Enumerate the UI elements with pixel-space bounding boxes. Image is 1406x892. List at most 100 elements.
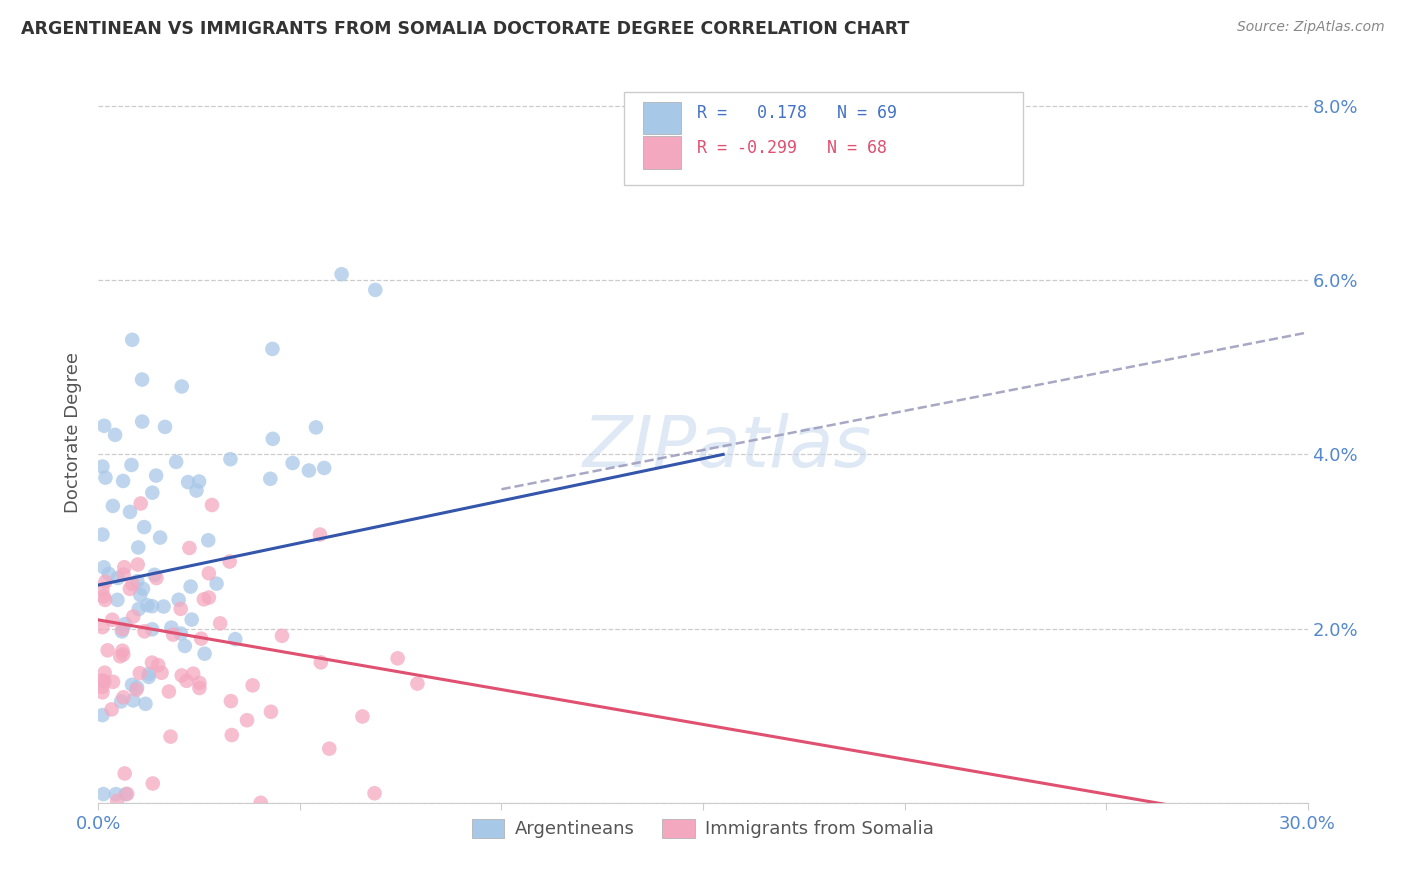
- Point: [170, 626, 193, 640]
- Point: [91, 685, 114, 699]
- Point: [108, 649, 131, 664]
- Point: [262, 342, 284, 356]
- Point: [114, 617, 136, 632]
- Point: [134, 697, 156, 711]
- Point: [179, 541, 201, 555]
- Point: [188, 681, 211, 695]
- Point: [138, 666, 160, 681]
- Point: [110, 694, 132, 708]
- Point: [314, 461, 336, 475]
- Point: [173, 639, 195, 653]
- Point: [167, 592, 190, 607]
- Point: [201, 498, 224, 512]
- Point: [94, 574, 117, 589]
- Point: [180, 580, 202, 594]
- Point: [330, 267, 353, 281]
- Point: [150, 665, 173, 680]
- Point: [129, 496, 152, 510]
- Point: [91, 582, 114, 596]
- Point: [153, 420, 176, 434]
- Point: [105, 794, 128, 808]
- Point: [387, 651, 409, 665]
- Point: [221, 728, 243, 742]
- Point: [112, 648, 135, 662]
- Point: [159, 730, 181, 744]
- Point: [111, 643, 134, 657]
- Point: [125, 682, 148, 697]
- Point: [406, 676, 429, 690]
- Point: [97, 566, 120, 581]
- Point: [94, 470, 117, 484]
- Point: [93, 665, 115, 680]
- Text: Source: ZipAtlas.com: Source: ZipAtlas.com: [1237, 20, 1385, 34]
- Point: [157, 684, 180, 698]
- Point: [122, 693, 145, 707]
- Point: [197, 533, 219, 548]
- Point: [141, 599, 163, 614]
- Point: [141, 622, 163, 636]
- Point: [298, 463, 321, 477]
- Point: [364, 283, 387, 297]
- Point: [186, 483, 208, 498]
- Point: [131, 372, 153, 386]
- Point: [188, 676, 211, 690]
- Point: [115, 787, 138, 801]
- Point: [101, 674, 124, 689]
- Point: [112, 560, 135, 574]
- Point: [193, 592, 215, 607]
- Point: [188, 475, 211, 489]
- Text: ARGENTINEAN VS IMMIGRANTS FROM SOMALIA DOCTORATE DEGREE CORRELATION CHART: ARGENTINEAN VS IMMIGRANTS FROM SOMALIA D…: [21, 20, 910, 37]
- Point: [128, 666, 150, 681]
- Point: [91, 673, 114, 688]
- Point: [141, 656, 163, 670]
- Point: [145, 468, 167, 483]
- Point: [125, 681, 148, 695]
- Point: [170, 668, 193, 682]
- Point: [112, 474, 135, 488]
- Point: [194, 647, 217, 661]
- Text: ZIPatlas: ZIPatlas: [582, 413, 872, 482]
- Point: [121, 333, 143, 347]
- Point: [352, 709, 374, 723]
- Point: [259, 472, 281, 486]
- Point: [143, 567, 166, 582]
- Point: [127, 558, 149, 572]
- Point: [93, 787, 115, 801]
- Point: [121, 577, 143, 591]
- Point: [121, 678, 143, 692]
- Point: [127, 574, 149, 589]
- Point: [114, 787, 136, 801]
- Point: [107, 593, 129, 607]
- Point: [176, 673, 198, 688]
- Point: [112, 690, 135, 705]
- Point: [318, 741, 340, 756]
- Point: [104, 787, 127, 801]
- Y-axis label: Doctorate Degree: Doctorate Degree: [65, 352, 83, 513]
- FancyBboxPatch shape: [643, 102, 682, 135]
- Point: [177, 475, 200, 489]
- Point: [131, 415, 153, 429]
- Point: [165, 455, 187, 469]
- Point: [148, 658, 170, 673]
- FancyBboxPatch shape: [624, 92, 1024, 185]
- Point: [91, 620, 114, 634]
- Point: [93, 590, 115, 604]
- Point: [111, 624, 134, 639]
- Point: [138, 670, 160, 684]
- Point: [118, 505, 141, 519]
- Point: [112, 567, 135, 582]
- Point: [219, 452, 242, 467]
- Point: [118, 582, 141, 596]
- FancyBboxPatch shape: [643, 136, 682, 169]
- Point: [260, 705, 283, 719]
- Point: [190, 632, 212, 646]
- Point: [198, 566, 221, 581]
- Point: [134, 624, 156, 639]
- Point: [91, 459, 114, 474]
- Point: [242, 678, 264, 692]
- Point: [152, 599, 174, 614]
- Point: [162, 627, 184, 641]
- Point: [134, 520, 156, 534]
- Point: [111, 622, 134, 636]
- Point: [363, 786, 385, 800]
